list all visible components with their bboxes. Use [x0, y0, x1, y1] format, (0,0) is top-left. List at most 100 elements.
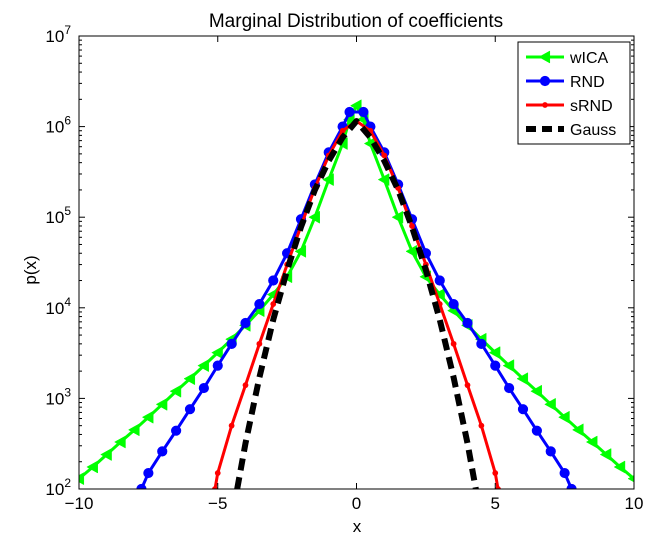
wica-point [308, 210, 320, 224]
rnd-point [517, 404, 529, 415]
x-tick-label: 10 [625, 494, 644, 513]
rnd-point [490, 360, 501, 371]
srnd-point [542, 102, 548, 108]
wica-point [530, 384, 542, 398]
wica-point [79, 472, 85, 486]
x-axis: −10 −5 0 5 10 [65, 36, 644, 513]
rnd-point [171, 425, 182, 436]
wica-point [544, 397, 556, 411]
rnd-point [212, 360, 223, 371]
rnd-point [476, 338, 487, 349]
rnd-point [226, 338, 237, 349]
srnd-point [478, 422, 485, 429]
y-axis-title: p(x) [21, 255, 40, 284]
rnd-point [184, 404, 196, 415]
wica-point [169, 384, 182, 398]
y-tick-label: 103 [45, 385, 71, 408]
wica-point [127, 423, 140, 437]
wica-point [211, 346, 223, 360]
wica-point [488, 346, 501, 360]
series-line-gauss [234, 118, 479, 489]
legend-label: Gauss [570, 122, 616, 139]
legend-label: wICA [569, 50, 609, 67]
wica-point [141, 410, 154, 424]
y-tick-label: 102 [45, 476, 71, 499]
rnd-point [462, 317, 473, 329]
srnd-point [212, 486, 218, 489]
legend: wICA RND sRND Gauss [517, 41, 631, 145]
x-tick-label: 5 [491, 494, 500, 513]
wica-point [558, 410, 570, 424]
srnd-point [381, 152, 388, 159]
series-wica [79, 99, 634, 486]
srnd-point [256, 340, 263, 347]
series-line-rnd [140, 110, 573, 489]
y-axis: 102 103 104 105 106 107 [45, 23, 634, 499]
srnd-point [242, 382, 249, 389]
srnd-point [228, 422, 235, 429]
rnd-point [344, 106, 355, 118]
rnd-point [157, 446, 168, 457]
wica-point [585, 435, 598, 449]
wica-point [516, 372, 529, 386]
wica-point [599, 448, 612, 461]
wica-point [502, 359, 515, 373]
wica-point [538, 50, 551, 64]
plot-data-area [79, 99, 634, 489]
wica-point [613, 460, 626, 474]
srnd-point [495, 486, 501, 489]
legend-item-srnd: sRND [526, 98, 613, 115]
x-axis-title: x [353, 517, 362, 535]
wica-point [627, 475, 634, 483]
legend-label: sRND [570, 98, 613, 115]
srnd-point [214, 470, 221, 476]
srnd-point [450, 340, 457, 347]
legend-item-gauss: Gauss [526, 122, 616, 139]
chart-title: Marginal Distribution of coefficients [209, 11, 503, 32]
srnd-point [409, 223, 415, 229]
wica-point [114, 435, 126, 449]
rnd-point [448, 298, 459, 310]
legend-label: RND [570, 74, 605, 91]
srnd-point [339, 127, 346, 134]
wica-point [155, 397, 168, 411]
srnd-point [464, 382, 471, 389]
srnd-point [270, 301, 277, 307]
rnd-point [434, 275, 445, 286]
wica-point [571, 423, 584, 437]
x-tick-label: 0 [352, 494, 361, 513]
y-tick-label: 104 [45, 295, 71, 318]
rnd-point [539, 75, 551, 87]
srnd-point [492, 470, 499, 476]
rnd-point [254, 298, 265, 310]
wica-point [349, 99, 362, 113]
legend-item-wica: wICA [526, 50, 609, 67]
rnd-point [504, 382, 515, 394]
y-tick-label: 105 [45, 204, 71, 227]
rnd-point [545, 446, 556, 457]
x-tick-label: −5 [208, 494, 227, 513]
legend-box [517, 41, 631, 145]
wica-point [183, 372, 196, 386]
wica-point [197, 359, 209, 373]
wica-point [294, 244, 307, 258]
y-tick-label: 106 [45, 114, 71, 137]
x-tick-label: −10 [65, 494, 94, 513]
rnd-point [531, 425, 542, 436]
rnd-point [358, 106, 369, 118]
rnd-point [240, 317, 251, 329]
wica-point [433, 288, 445, 301]
wica-point [322, 173, 334, 187]
y-tick-label: 107 [45, 23, 71, 46]
rnd-point [143, 467, 154, 479]
wica-point [86, 460, 98, 474]
rnd-point [268, 275, 279, 286]
rnd-point [198, 382, 209, 394]
legend-item-rnd: RND [526, 74, 605, 91]
series-gauss [234, 118, 479, 489]
wica-point [391, 210, 404, 224]
rnd-point [559, 467, 570, 479]
wica-point [100, 448, 112, 461]
wica-point [377, 173, 390, 187]
